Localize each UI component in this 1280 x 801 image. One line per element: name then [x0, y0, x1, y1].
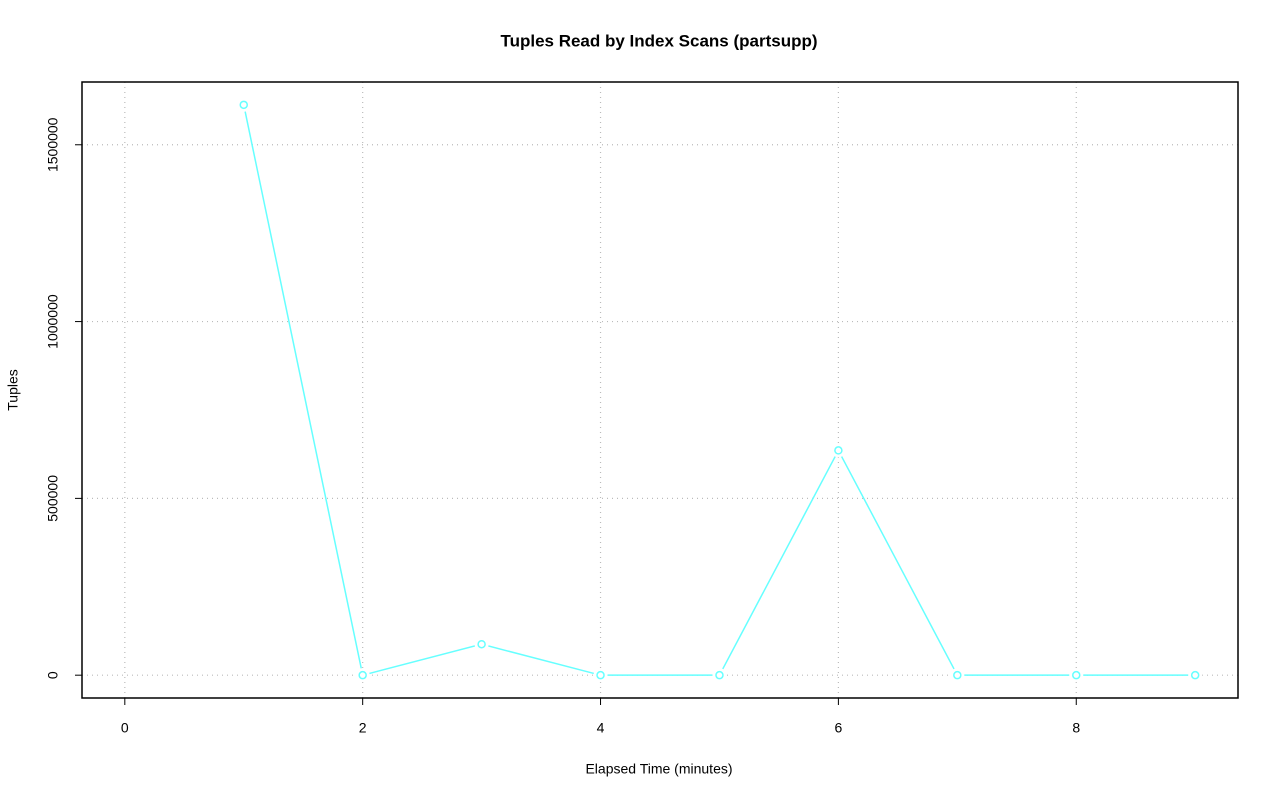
x-tick-label: 0	[121, 720, 129, 736]
series-line	[243, 104, 1196, 677]
x-tick-label: 2	[359, 720, 367, 736]
plot-frame	[81, 81, 1239, 699]
point-gap	[593, 668, 608, 683]
chart-title: Tuples Read by Index Scans (partsupp)	[500, 31, 817, 50]
point-gap	[474, 637, 489, 652]
point	[477, 639, 486, 649]
point	[715, 670, 724, 680]
point-gap	[355, 668, 370, 683]
x-tick-label: 8	[1072, 720, 1080, 736]
y-tick-label: 500000	[45, 475, 61, 522]
point-gap	[712, 668, 727, 683]
x-axis-label: Elapsed Time (minutes)	[585, 761, 732, 777]
point	[239, 100, 248, 110]
point	[596, 670, 605, 680]
point	[1072, 670, 1081, 680]
point-gap	[1188, 668, 1203, 683]
point-gap	[831, 443, 846, 458]
point	[1190, 670, 1200, 680]
point	[834, 446, 843, 455]
y-tick-label: 1500000	[45, 117, 61, 172]
point-gap	[1069, 668, 1084, 683]
y-tick-label: 1000000	[45, 294, 61, 349]
point	[953, 670, 962, 680]
y-tick-label: 0	[45, 671, 61, 679]
point-gap	[236, 97, 251, 112]
x-tick-label: 6	[834, 720, 842, 736]
point-gap	[950, 668, 965, 683]
x-tick-label: 4	[597, 720, 605, 736]
point	[358, 670, 367, 680]
y-axis-label: Tuples	[5, 369, 21, 411]
